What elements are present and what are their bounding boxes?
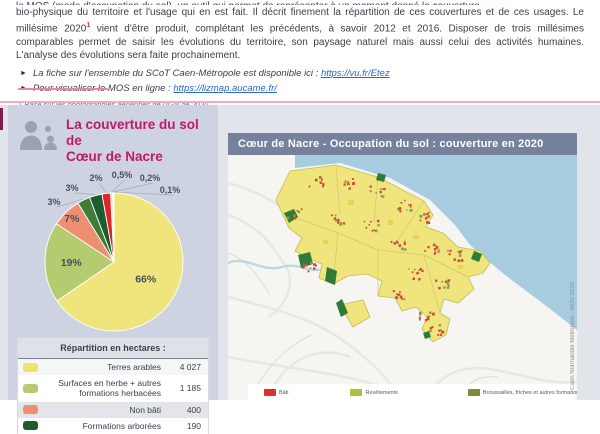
map-legend: Bâti Revêtements Broussailles, friches et … (248, 384, 575, 400)
row-value: 4 027 (169, 362, 203, 372)
land-cover-panel: La couverture du sol de Cœur de Nacre 66… (8, 105, 218, 400)
row-label: Formations arborées (42, 421, 169, 431)
map-panel: Cœur de Nacre - Occupation du sol : couv… (228, 133, 577, 400)
pie-leader-line (113, 183, 153, 192)
person-presenting-icon (18, 119, 58, 153)
map-canvas: Bâti Revêtements Broussailles, friches et … (228, 155, 577, 400)
triangle-bullet-icon: ► (20, 70, 27, 77)
map-title: Cœur de Nacre - Occupation du sol : couv… (228, 133, 577, 155)
panel-title: La couverture du sol de Cœur de Nacre (66, 117, 210, 165)
pie-label: 2% (89, 173, 102, 183)
row-label: Non bâti (42, 405, 169, 415)
map-legend-item: Bâti (264, 389, 288, 396)
legend-swatch (350, 389, 362, 396)
pie-leader-line (112, 180, 125, 192)
section-divider (0, 101, 600, 103)
table-row: Surfaces en herbe + autres formations he… (18, 375, 208, 401)
pie-label: 0,1% (160, 185, 181, 195)
row-value: 400 (169, 405, 203, 415)
panel-title-line2: Cœur de Nacre (66, 149, 163, 164)
legend-swatch (23, 363, 38, 372)
hectares-table: Répartition en hectares : Terres arables… (18, 338, 208, 434)
pie-leader-line (99, 183, 106, 192)
external-link[interactable]: https://lizmap.aucame.fr/ (173, 83, 276, 94)
panel-title-line1: La couverture du sol de (66, 117, 199, 148)
map-image (228, 155, 577, 400)
legend-label: Revêtements (365, 390, 397, 396)
pie-label: 3% (47, 197, 60, 207)
bullet-text: La fiche sur l'ensemble du SCoT Caen-Mét… (33, 68, 321, 79)
row-label: Surfaces en herbe + autres formations he… (42, 378, 169, 398)
legend-swatch (264, 389, 276, 396)
legend-swatch (23, 384, 38, 393)
pie-label: 0,5% (112, 170, 133, 180)
intro-section: le MOS (mode d'occupation du sol), un ou… (0, 0, 600, 109)
bullet-item: ► La fiche sur l'ensemble du SCoT Caen-Mé… (20, 66, 584, 81)
map-legend-item: Broussailles, friches et autres formatio… (468, 389, 577, 396)
page-edge-accent (0, 108, 3, 130)
content-section: La couverture du sol de Cœur de Nacre 66… (0, 105, 600, 400)
pie-leader-line (75, 193, 96, 195)
external-link[interactable]: https://vu.fr/Etez (321, 68, 390, 79)
pie-label: 0,2% (140, 173, 161, 183)
legend-label: Broussailles, friches et autres formatio… (483, 390, 577, 396)
pie-label: 3% (65, 183, 78, 193)
intro-clipped-line: le MOS (mode d'occupation du sol), un ou… (16, 0, 584, 5)
map-legend-item: Revêtements (350, 389, 397, 396)
intro-paragraph: bio-physique du territoire et l'usage qu… (16, 6, 584, 62)
link-list: ► La fiche sur l'ensemble du SCoT Caen-Mé… (16, 66, 584, 96)
row-value: 1 185 (169, 383, 203, 393)
legend-swatch (23, 405, 38, 414)
legend-swatch (23, 421, 38, 430)
pie-label: 7% (64, 213, 80, 225)
pie-label: 66% (135, 273, 157, 285)
legend-label: Bâti (279, 390, 288, 396)
map-credit: Caen Normandie Métropole - MOS 2020 (570, 282, 576, 390)
intro-text-2: vient d'être produit, complétant les pré… (16, 24, 584, 61)
pie-label: 19% (61, 257, 83, 269)
row-value: 190 (169, 421, 203, 431)
pink-underline-decoration (18, 88, 108, 90)
table-header: Répartition en hectares : (18, 338, 208, 359)
pie-chart: 66% 19% 7% 3% 3% 2% 0,5% 0,2% 0,1% (8, 165, 218, 338)
panel-header: La couverture du sol de Cœur de Nacre (8, 117, 218, 165)
legend-swatch (468, 389, 480, 396)
row-label: Terres arables (42, 362, 169, 372)
